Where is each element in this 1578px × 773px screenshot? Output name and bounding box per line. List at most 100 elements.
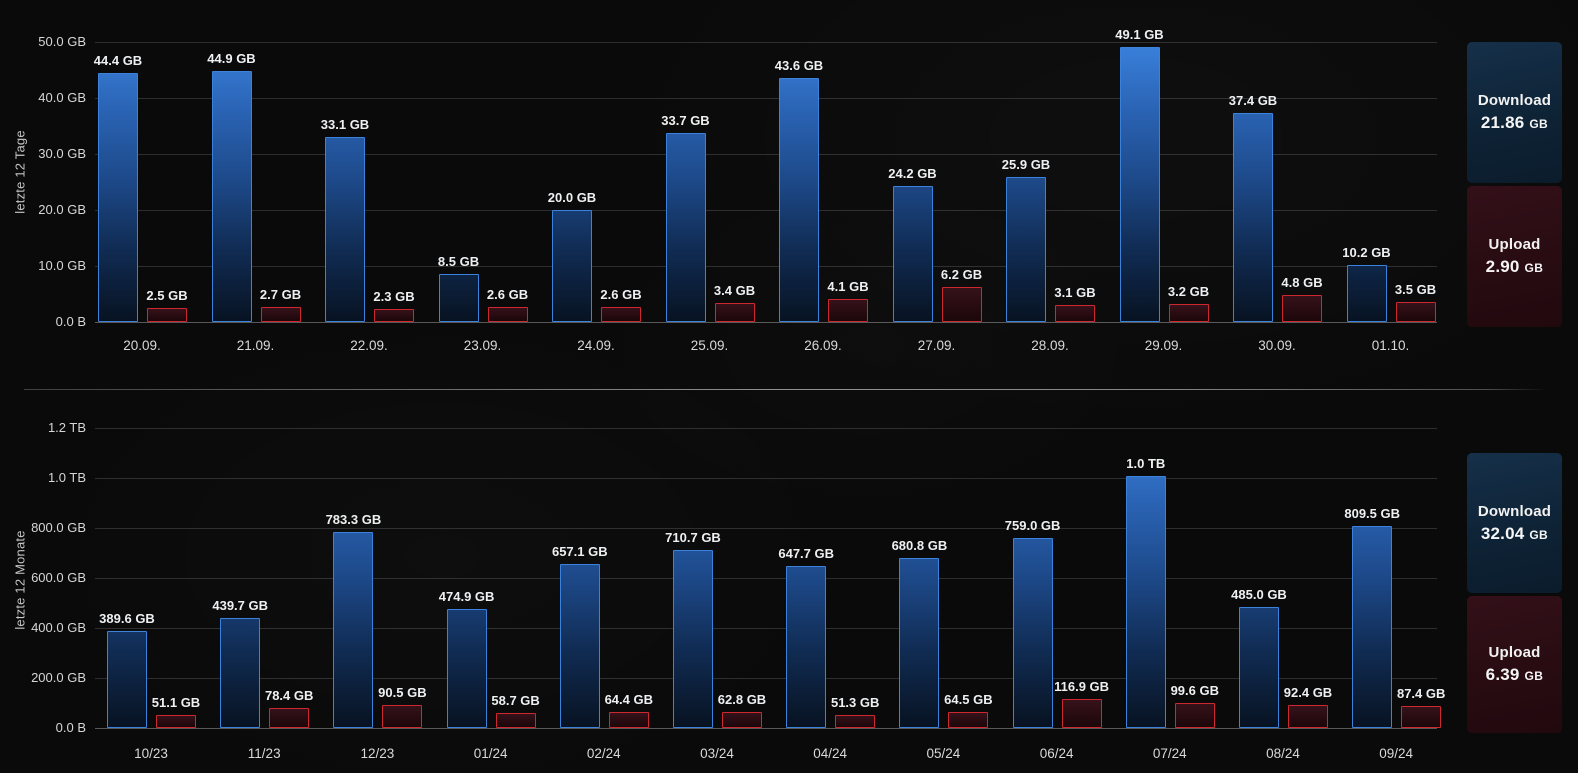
upload-value-label: 64.5 GB [944, 691, 993, 707]
upload-value-label: 78.4 GB [264, 688, 314, 704]
upload-value-label: 2.6 GB [486, 287, 529, 303]
gridline [95, 154, 1437, 155]
download-value-label: 783.3 GB [325, 512, 382, 528]
upload-bar [714, 302, 755, 322]
download-value-label: 474.9 GB [438, 589, 495, 605]
upload-bar [1282, 295, 1322, 322]
download-bar [1233, 112, 1273, 322]
download-bar [673, 550, 713, 728]
upload-bar [601, 307, 641, 322]
download-bar [1239, 606, 1279, 728]
upload-value-label: 4.8 GB [1281, 275, 1323, 291]
download-value-label: 389.6 GB [99, 610, 155, 626]
x-axis-label: 09/24 [1379, 746, 1414, 761]
legend-upload-monthly: Upload 6.39 GB [1467, 596, 1562, 733]
download-bar [779, 77, 819, 322]
download-value-label: 49.1 GB [1115, 27, 1164, 43]
download-value-label: 24.2 GB [888, 166, 937, 182]
y-axis-label: 10.0 GB [38, 258, 86, 273]
upload-value-label: 62.8 GB [717, 692, 767, 708]
x-axis-label: 28.09. [1031, 338, 1069, 353]
legend-download-daily-value: 21.86 GB [1481, 113, 1548, 133]
gridline [95, 322, 1437, 323]
upload-value-label: 92.4 GB [1283, 684, 1333, 700]
legend-upload-monthly-unit: GB [1524, 669, 1544, 683]
x-axis-label: 26.09. [804, 338, 842, 353]
download-value-label: 33.1 GB [320, 116, 370, 132]
upload-bar [147, 308, 187, 322]
y-axis-label: 40.0 GB [38, 90, 86, 105]
download-value-label: 710.7 GB [665, 530, 721, 546]
gridline [95, 210, 1437, 211]
download-bar [786, 566, 827, 728]
download-bar [107, 630, 147, 728]
legend-download-daily-label: Download [1477, 92, 1552, 109]
legend-download-monthly-number: 32.04 [1480, 523, 1525, 543]
x-axis-label: 01/24 [473, 746, 508, 761]
upload-bar [941, 287, 982, 322]
legend-download-daily-number: 21.86 [1480, 113, 1525, 132]
y-axis-label: 30.0 GB [38, 146, 86, 161]
download-value-label: 657.1 GB [551, 543, 608, 559]
download-bar [438, 274, 479, 322]
upload-bar [608, 711, 649, 728]
y-axis-label: 400.0 GB [31, 620, 86, 635]
x-axis-label: 07/24 [1152, 746, 1187, 761]
upload-value-label: 2.7 GB [259, 286, 302, 302]
download-value-label: 680.8 GB [891, 537, 948, 553]
legend-upload-monthly-label: Upload [1488, 644, 1541, 661]
download-value-label: 25.9 GB [1001, 156, 1051, 172]
upload-value-label: 64.4 GB [604, 691, 653, 707]
upload-value-label: 3.5 GB [1394, 282, 1437, 298]
x-axis-label: 03/24 [700, 746, 734, 761]
y-axis-label: 600.0 GB [31, 570, 86, 585]
upload-bar [1055, 304, 1095, 322]
x-axis-label: 05/24 [926, 746, 961, 761]
upload-value-label: 2.5 GB [146, 288, 188, 303]
upload-bar [1288, 704, 1328, 728]
legend-upload-monthly-value: 6.39 GB [1486, 665, 1544, 685]
download-bar [1006, 176, 1046, 322]
upload-bar [828, 299, 868, 322]
upload-value-label: 116.9 GB [1054, 678, 1110, 694]
upload-bar [374, 309, 414, 322]
download-value-label: 1.0 TB [1126, 455, 1166, 471]
upload-value-label: 2.3 GB [373, 289, 415, 305]
x-axis-label: 25.09. [690, 338, 729, 353]
gridline [95, 98, 1437, 99]
upload-bar [260, 306, 301, 322]
x-axis-label: 02/24 [586, 746, 621, 761]
download-value-label: 439.7 GB [212, 598, 269, 614]
gridline [95, 478, 1437, 479]
upload-bar [382, 705, 423, 728]
legend-download-monthly-unit: GB [1529, 527, 1549, 542]
y-axis-label: 50.0 GB [38, 34, 86, 49]
download-bar [220, 618, 261, 728]
y-axis-label: 200.0 GB [31, 670, 86, 685]
download-value-label: 44.9 GB [207, 50, 256, 66]
x-axis-label: 24.09. [577, 338, 615, 353]
download-value-label: 33.7 GB [661, 113, 710, 129]
download-value-label: 809.5 GB [1344, 505, 1401, 521]
legend-upload-daily-value: 2.90 GB [1486, 257, 1544, 277]
download-value-label: 10.2 GB [1342, 244, 1391, 260]
upload-value-label: 2.6 GB [600, 287, 642, 303]
y-axis-label: 0.0 B [55, 720, 86, 735]
x-axis-label: 01.10. [1371, 338, 1410, 353]
gridline [95, 728, 1437, 729]
y-axis-label: 1.0 TB [47, 470, 86, 485]
download-bar [1346, 264, 1387, 322]
y-axis-label: 0.0 B [55, 314, 86, 329]
x-axis-label: 27.09. [917, 338, 956, 353]
download-bar [559, 563, 600, 728]
upload-value-label: 87.4 GB [1396, 686, 1446, 702]
download-bar [211, 70, 252, 322]
download-bar [899, 557, 940, 728]
y-axis-label: 20.0 GB [38, 202, 86, 217]
x-axis-label: 23.09. [463, 338, 502, 353]
download-value-label: 43.6 GB [774, 57, 824, 73]
upload-bar [1401, 706, 1442, 728]
gridline [95, 42, 1437, 43]
